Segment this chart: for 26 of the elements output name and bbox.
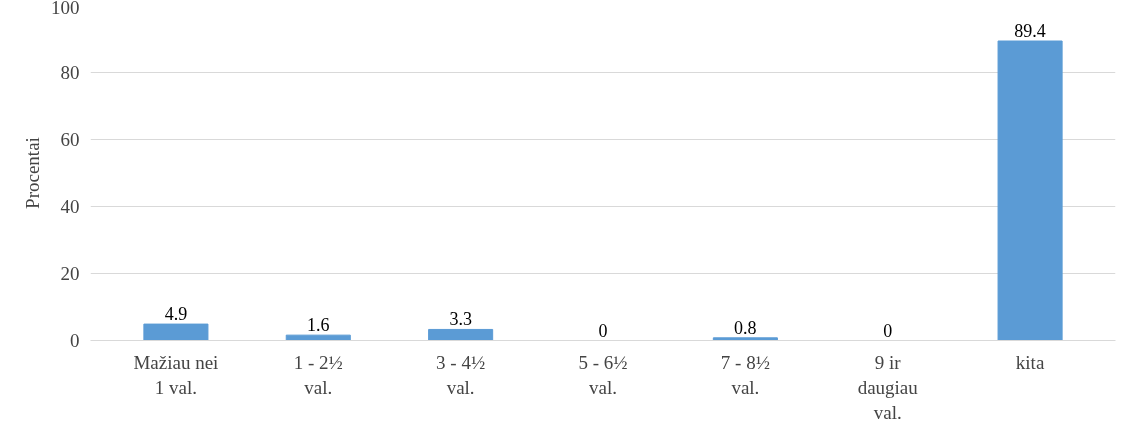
y-tick-label: 0 bbox=[70, 330, 80, 351]
bar bbox=[428, 328, 494, 341]
y-tick-label: 60 bbox=[60, 129, 80, 150]
y-axis-title: Procentai bbox=[22, 137, 43, 209]
data-label: 0 bbox=[883, 320, 893, 341]
data-label: 0.8 bbox=[734, 317, 757, 338]
bar bbox=[285, 334, 351, 341]
x-tick-label: 5 - 6½ val. bbox=[578, 351, 628, 398]
y-tick-label: 20 bbox=[60, 263, 80, 284]
bar bbox=[712, 337, 778, 341]
x-tick-label: kita bbox=[1015, 351, 1045, 373]
x-tick-label: 7 - 8½ val. bbox=[720, 351, 770, 398]
y-tick-label: 40 bbox=[60, 196, 80, 217]
data-label: 1.6 bbox=[307, 315, 330, 336]
y-tick-label: 100 bbox=[51, 0, 80, 18]
x-tick-label: 3 - 4½ val. bbox=[436, 351, 486, 398]
x-tick-label: Mažiau nei 1 val. bbox=[133, 351, 219, 398]
data-label: 3.3 bbox=[449, 309, 472, 330]
y-tick-label: 80 bbox=[60, 62, 80, 83]
x-tick-label: 9 ir daugiau val. bbox=[857, 351, 919, 423]
x-tick-label: 1 - 2½ val. bbox=[293, 351, 343, 398]
bar bbox=[143, 323, 209, 341]
data-label: 4.9 bbox=[164, 304, 188, 325]
bar bbox=[997, 40, 1063, 341]
data-label: 0 bbox=[598, 320, 608, 341]
data-label: 89.4 bbox=[1014, 21, 1046, 42]
